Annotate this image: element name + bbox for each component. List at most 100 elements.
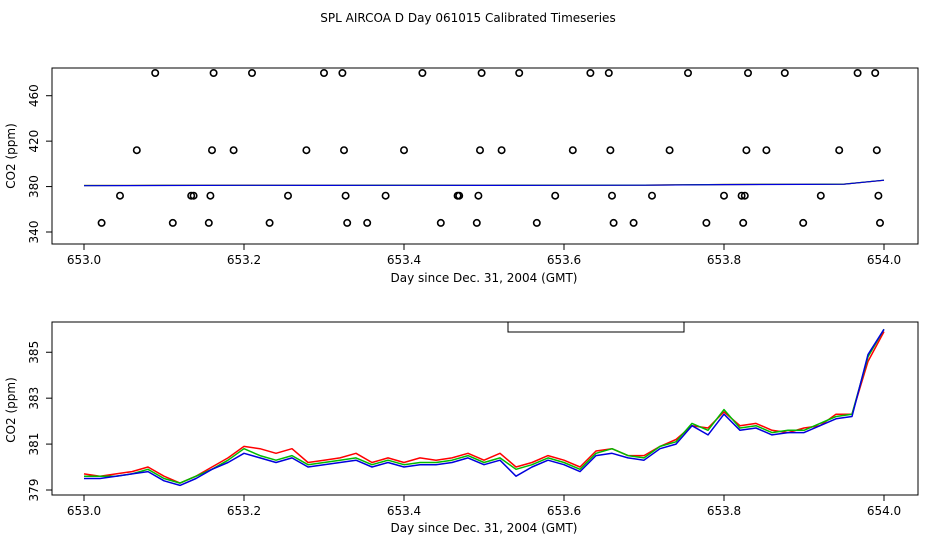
top-panel: 653.0 653.2 653.4 653.6 653.8 654.0 340 380 420… bbox=[4, 67, 919, 285]
scatter-point bbox=[875, 218, 884, 227]
scatter-point bbox=[816, 191, 825, 200]
top-x-axis-label: Day since Dec. 31, 2004 (GMT) bbox=[391, 271, 578, 285]
scatter-point bbox=[647, 191, 656, 200]
scatter-point bbox=[204, 218, 213, 227]
bottom-y-axis: 379 381 383 385 bbox=[27, 341, 52, 502]
scatter-point bbox=[742, 146, 751, 155]
scatter-point bbox=[381, 191, 390, 200]
bottom-y-tick-label: 383 bbox=[27, 387, 41, 410]
top-x-tick-label: 653.8 bbox=[707, 253, 741, 267]
scatter-point bbox=[586, 69, 595, 78]
scatter-point bbox=[835, 146, 844, 155]
top-y-tick-label: 420 bbox=[27, 130, 41, 153]
top-plot-frame bbox=[51, 67, 919, 245]
scatter-point bbox=[229, 146, 238, 155]
bottom-panel: 653.0 653.2 653.4 653.6 653.8 654.0 379 381 383… bbox=[4, 321, 919, 535]
bottom-series-blue bbox=[84, 328, 885, 487]
scatter-point bbox=[168, 218, 177, 227]
scatter-point bbox=[737, 191, 746, 200]
scatter-point bbox=[606, 146, 615, 155]
scatter-point bbox=[189, 191, 198, 200]
bottom-x-tick-label: 653.0 bbox=[67, 504, 101, 518]
top-series-blue bbox=[83, 179, 885, 187]
bottom-x-tick-label: 653.6 bbox=[547, 504, 581, 518]
scatter-point bbox=[363, 218, 372, 227]
scatter-point bbox=[609, 218, 618, 227]
scatter-point bbox=[436, 218, 445, 227]
scatter-point bbox=[187, 191, 196, 200]
bottom-series-lines bbox=[83, 328, 885, 487]
bottom-x-axis: 653.0 653.2 653.4 653.6 653.8 654.0 bbox=[67, 495, 901, 518]
top-y-axis: 340 380 420 460 bbox=[27, 84, 52, 243]
scatter-point bbox=[665, 146, 674, 155]
scatter-point bbox=[871, 69, 880, 78]
scatter-point bbox=[497, 146, 506, 155]
scatter-point bbox=[265, 218, 274, 227]
scatter-point bbox=[248, 69, 257, 78]
scatter-point bbox=[341, 191, 350, 200]
scatter-point bbox=[551, 191, 560, 200]
scatter-point bbox=[874, 191, 883, 200]
bottom-y-tick-label: 385 bbox=[27, 341, 41, 364]
scatter-point bbox=[739, 218, 748, 227]
scatter-point bbox=[319, 69, 328, 78]
scatter-point bbox=[338, 69, 347, 78]
scatter-point bbox=[872, 146, 881, 155]
scatter-point bbox=[399, 146, 408, 155]
top-x-tick-label: 653.2 bbox=[227, 253, 261, 267]
scatter-point bbox=[477, 69, 486, 78]
scatter-point bbox=[702, 218, 711, 227]
top-scatter-points bbox=[97, 69, 884, 227]
scatter-point bbox=[206, 191, 215, 200]
bottom-series-red bbox=[83, 331, 885, 484]
scatter-point bbox=[116, 191, 125, 200]
scatter-point bbox=[532, 218, 541, 227]
scatter-point bbox=[455, 191, 464, 200]
scatter-point bbox=[474, 191, 483, 200]
scatter-point bbox=[515, 69, 524, 78]
scatter-point bbox=[208, 146, 217, 155]
top-y-axis-label: CO2 (ppm) bbox=[4, 123, 18, 189]
scatter-point bbox=[97, 218, 106, 227]
scatter-point bbox=[604, 69, 613, 78]
bottom-x-tick-label: 654.0 bbox=[867, 504, 901, 518]
top-x-tick-label: 653.4 bbox=[387, 253, 421, 267]
annotation-box bbox=[507, 321, 685, 333]
scatter-point bbox=[302, 146, 311, 155]
bottom-plot-frame bbox=[51, 321, 919, 496]
scatter-point bbox=[719, 191, 728, 200]
scatter-point bbox=[151, 69, 160, 78]
scatter-point bbox=[799, 218, 808, 227]
top-series-lines bbox=[83, 179, 885, 187]
scatter-point bbox=[472, 218, 481, 227]
scatter-point bbox=[475, 146, 484, 155]
scatter-point bbox=[339, 146, 348, 155]
scatter-point bbox=[743, 69, 752, 78]
top-x-tick-label: 654.0 bbox=[867, 253, 901, 267]
scatter-point bbox=[418, 69, 427, 78]
scatter-point bbox=[209, 69, 218, 78]
top-x-tick-label: 653.6 bbox=[547, 253, 581, 267]
bottom-x-tick-label: 653.4 bbox=[387, 504, 421, 518]
bottom-x-tick-label: 653.2 bbox=[227, 504, 261, 518]
scatter-point bbox=[762, 146, 771, 155]
scatter-point bbox=[132, 146, 141, 155]
bottom-y-axis-label: CO2 (ppm) bbox=[4, 377, 18, 443]
top-x-axis: 653.0 653.2 653.4 653.6 653.8 654.0 bbox=[67, 244, 901, 267]
scatter-point bbox=[683, 69, 692, 78]
scatter-point bbox=[283, 191, 292, 200]
scatter-point bbox=[629, 218, 638, 227]
scatter-point bbox=[343, 218, 352, 227]
scatter-point bbox=[607, 191, 616, 200]
scatter-point bbox=[568, 146, 577, 155]
top-y-tick-label: 340 bbox=[27, 221, 41, 244]
bottom-x-tick-label: 653.8 bbox=[707, 504, 741, 518]
bottom-y-tick-label: 379 bbox=[27, 479, 41, 502]
top-x-tick-label: 653.0 bbox=[67, 253, 101, 267]
figure-title: SPL AIRCOA D Day 061015 Calibrated Times… bbox=[320, 11, 615, 25]
bottom-x-axis-label: Day since Dec. 31, 2004 (GMT) bbox=[391, 521, 578, 535]
top-y-tick-label: 460 bbox=[27, 84, 41, 107]
bottom-y-tick-label: 381 bbox=[27, 433, 41, 456]
